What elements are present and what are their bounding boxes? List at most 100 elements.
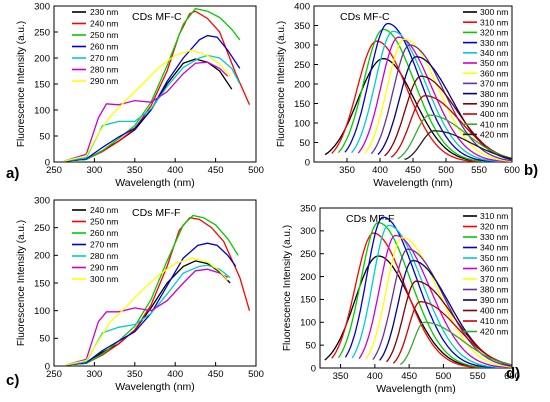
series-line [64,7,241,162]
x-tick-label: 600 [504,371,520,382]
x-tick-label: 500 [248,369,264,380]
x-tick-label: 400 [167,369,183,380]
plot-frame [53,5,257,163]
legend-entry-label: 350 nm [480,253,508,263]
series-line [365,237,512,368]
y-tick-label: 200 [34,53,50,64]
x-tick-label: 350 [333,371,349,382]
legend-entry-label: 280 nm [90,65,118,75]
chart-panel: 350 400 450 500 550 600 0 50 100 150 200 250 300 350 4… [276,1,538,189]
panel-label: c) [6,372,19,389]
x-axis-label: Wavelength (nm) [115,177,195,189]
y-tick-label: 150 [34,79,50,90]
x-tick-label: 400 [367,371,383,382]
series-line [64,34,241,162]
y-tick-label: 350 [300,203,316,214]
legend-entry-label: 400 nm [480,109,508,119]
x-tick-label: 400 [167,165,183,176]
x-tick-label: 500 [248,165,264,176]
series-line [64,49,231,162]
x-tick-label: 300 [86,369,102,380]
series-line [337,28,512,162]
legend-entry-label: 370 nm [480,274,508,284]
chart-panel: 250 300 350 400 450 500 0 50 100 150 200 250 300 Wave… [6,195,264,393]
x-tick-label: 300 [86,165,102,176]
x-tick-label: 350 [127,165,143,176]
legend-entry-label: 290 nm [90,263,118,273]
x-tick-label: 550 [470,371,486,382]
series-line [337,221,512,368]
legend-entry-label: 350 nm [480,58,508,68]
x-tick-label: 500 [435,371,451,382]
chart-panel: 350 400 450 500 550 600 0 50 100 150 200 250 300 350 W… [282,203,520,395]
legend-entry-label: 390 nm [480,99,508,109]
legend-entry-label: 410 nm [480,119,508,129]
x-tick-label: 600 [504,165,520,176]
series-line [399,321,512,366]
legend-entry-label: 360 nm [480,264,508,274]
y-tick-label: 0 [45,361,50,372]
series-group [324,22,512,162]
chart-panel: 250 300 350 400 450 500 0 50 100 150 200 250 300 Wave… [6,1,264,189]
series-line [357,36,512,162]
x-tick-label: 350 [339,165,355,176]
y-axis-label: Fluorescence Intensity (a.u.) [282,225,293,351]
y-axis-label: Fluorescence Intensity (a.u.) [16,21,27,147]
y-tick-label: 250 [34,223,50,234]
series-line [65,264,231,366]
legend-entry-label: 270 nm [90,53,118,63]
panel-label: d) [506,365,520,382]
x-tick-label: 350 [127,369,143,380]
legend-entry-label: 260 nm [90,228,118,238]
legend-entry-label: 370 nm [480,79,508,89]
legend-entry-label: 420 nm [480,130,508,140]
legend-entry-label: 360 nm [480,68,508,78]
legend-entry-label: 230 nm [90,7,118,17]
y-tick-label: 400 [294,1,310,12]
legend-entry-label: 390 nm [480,295,508,305]
x-tick-label: 450 [401,371,417,382]
legend-entry-label: 310 nm [480,17,508,27]
legend-entry-label: 340 nm [480,243,508,253]
x-axis-label: Wavelength (nm) [376,383,456,395]
x-tick-label: 450 [405,165,421,176]
y-tick-label: 300 [34,1,50,12]
y-tick-label: 150 [300,295,316,306]
series-group [64,7,251,162]
x-tick-label: 250 [46,369,62,380]
y-tick-label: 250 [34,27,50,38]
series-line [372,248,512,367]
series-line [370,44,512,162]
y-tick-label: 150 [34,278,50,289]
y-tick-label: 50 [299,138,310,149]
y-tick-label: 250 [300,249,316,260]
series-line [351,224,512,368]
y-axis-label: Fluorescence Intensity (a.u.) [16,220,27,346]
legend-entry-label: 300 nm [90,274,118,284]
legend-entry-label: 320 nm [480,28,508,38]
x-axis-label: Wavelength (nm) [115,381,195,393]
legend-entry-label: 310 nm [480,211,508,221]
series-line [358,234,512,368]
y-tick-label: 0 [311,363,316,374]
panel-annotation: CDs MF-C [132,11,182,23]
legend-entry-label: 380 nm [480,285,508,295]
series-line [364,38,512,162]
y-tick-label: 100 [294,118,310,129]
y-tick-label: 50 [39,334,50,345]
panel-label: a) [6,165,19,182]
y-tick-label: 250 [294,60,310,71]
x-tick-label: 500 [438,165,454,176]
series-line [344,216,512,368]
panel-annotation: CDs MF-F [132,207,180,219]
y-tick-label: 100 [300,318,316,329]
legend-entry-label: 330 nm [480,38,508,48]
legend-entry-label: 420 nm [480,327,508,337]
series-line [64,10,251,162]
panel-annotation: CDs MF-F [346,213,394,225]
y-tick-label: 350 [294,21,310,32]
y-tick-label: 300 [300,226,316,237]
